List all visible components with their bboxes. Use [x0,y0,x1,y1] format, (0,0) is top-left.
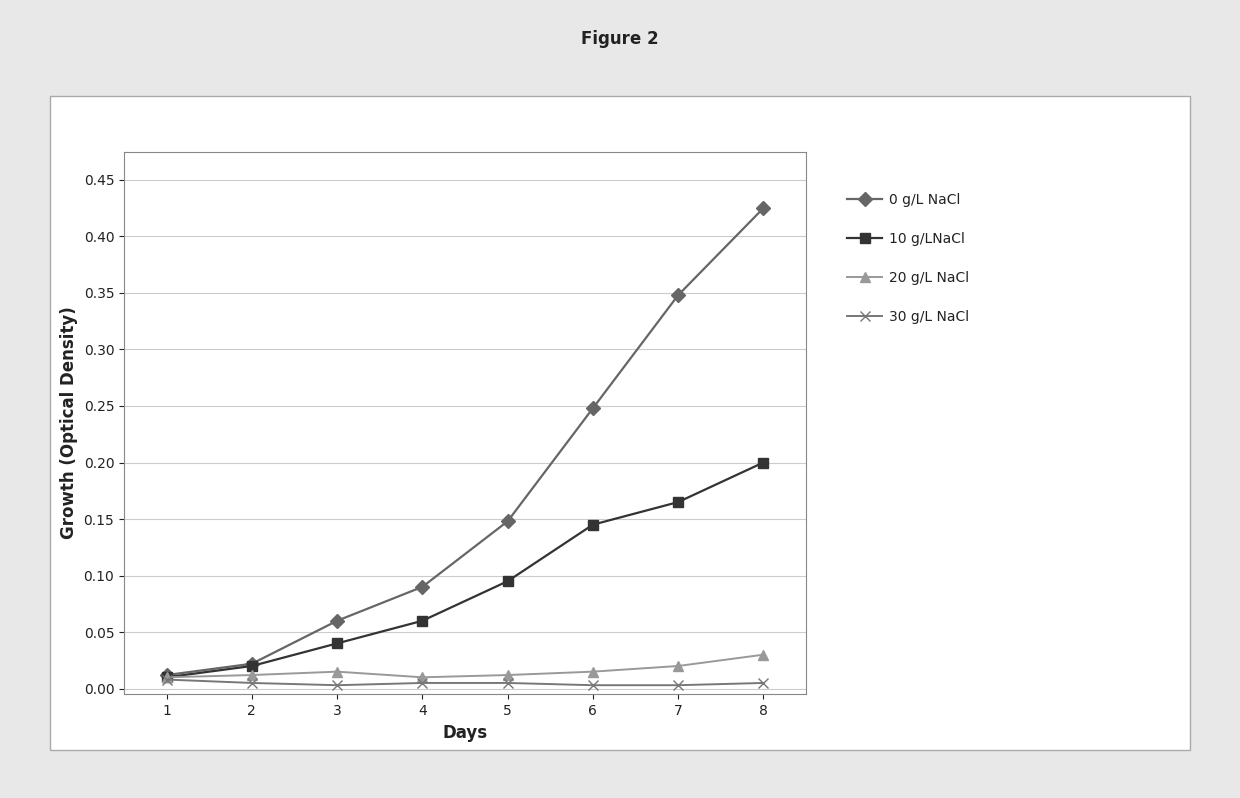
0 g/L NaCl [671,290,686,300]
0 g/L NaCl [415,582,430,591]
0 g/L NaCl [585,404,600,413]
20 g/L NaCl [671,662,686,671]
30 g/L NaCl [330,681,345,690]
30 g/L NaCl [671,681,686,690]
Text: Figure 2: Figure 2 [582,30,658,48]
30 g/L NaCl [415,678,430,688]
0 g/L NaCl [159,670,174,680]
10 g/LNaCl [500,576,515,586]
10 g/LNaCl [585,520,600,530]
30 g/L NaCl [159,675,174,685]
20 g/L NaCl [756,650,771,659]
20 g/L NaCl [500,670,515,680]
30 g/L NaCl [500,678,515,688]
20 g/L NaCl [330,667,345,677]
20 g/L NaCl [244,670,259,680]
Line: 10 g/LNaCl: 10 g/LNaCl [161,457,769,682]
30 g/L NaCl [756,678,771,688]
20 g/L NaCl [415,673,430,682]
Legend: 0 g/L NaCl, 10 g/LNaCl, 20 g/L NaCl, 30 g/L NaCl: 0 g/L NaCl, 10 g/LNaCl, 20 g/L NaCl, 30 … [841,186,976,330]
30 g/L NaCl [585,681,600,690]
Line: 30 g/L NaCl: 30 g/L NaCl [161,674,769,690]
30 g/L NaCl [244,678,259,688]
10 g/LNaCl [671,497,686,507]
0 g/L NaCl [330,616,345,626]
10 g/LNaCl [244,662,259,671]
10 g/LNaCl [159,673,174,682]
X-axis label: Days: Days [443,724,487,741]
0 g/L NaCl [756,203,771,213]
Line: 0 g/L NaCl: 0 g/L NaCl [161,203,769,680]
0 g/L NaCl [500,516,515,526]
0 g/L NaCl [244,659,259,669]
20 g/L NaCl [159,673,174,682]
Y-axis label: Growth (Optical Density): Growth (Optical Density) [60,306,78,539]
10 g/LNaCl [330,638,345,648]
Line: 20 g/L NaCl: 20 g/L NaCl [161,650,769,682]
20 g/L NaCl [585,667,600,677]
10 g/LNaCl [756,458,771,468]
10 g/LNaCl [415,616,430,626]
